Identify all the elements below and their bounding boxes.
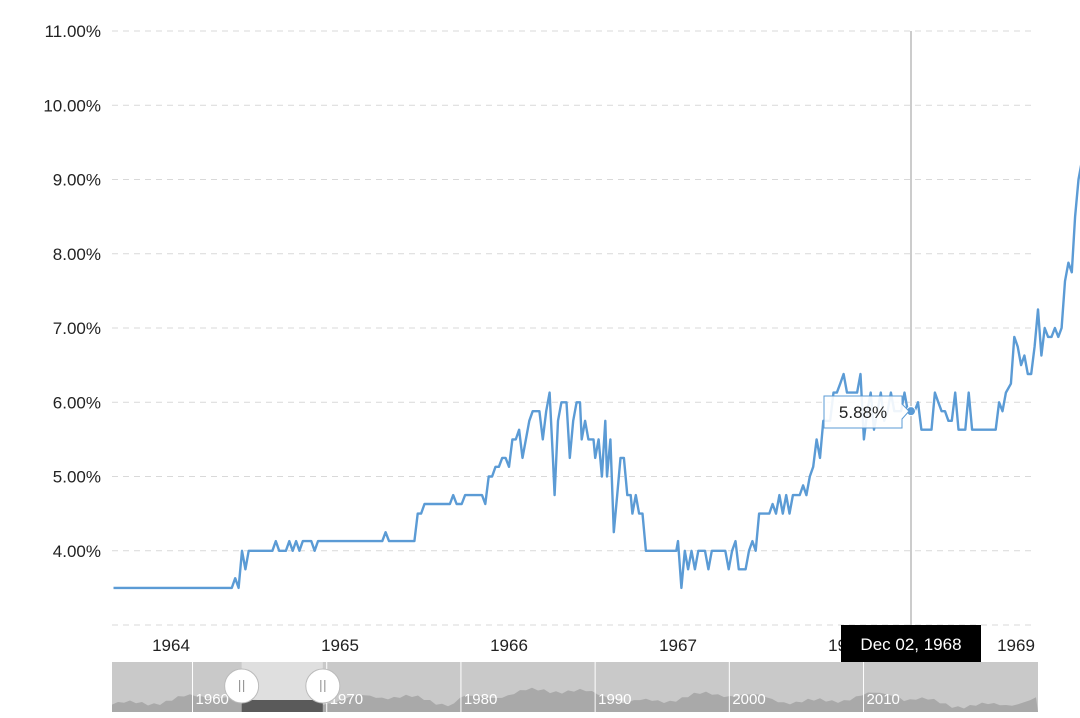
x-tick-label: 1964: [152, 636, 190, 655]
navigator-tick-label: 2000: [732, 691, 765, 708]
series-line[interactable]: [113, 68, 1080, 590]
y-tick-label: 6.00%: [53, 393, 101, 412]
x-tick-label: 1969: [997, 636, 1035, 655]
x-tick-label: 1966: [490, 636, 528, 655]
navigator-handle-right[interactable]: [305, 668, 341, 704]
y-axis: 4.00% 5.00% 6.00% 7.00% 8.00% 9.00% 10.00% 11.0…: [43, 22, 101, 561]
navigator-series-area: [112, 687, 1038, 712]
tooltip: 5.88% Dec 02, 1968: [823, 395, 981, 662]
navigator-tick-label: 1960: [196, 691, 229, 708]
y-tick-label: 7.00%: [53, 319, 101, 338]
y-tick-label: 9.00%: [53, 171, 101, 190]
navigator-handle-left[interactable]: [224, 668, 260, 704]
y-tick-label: 11.00%: [45, 22, 101, 41]
x-tick-label: 1965: [321, 636, 359, 655]
crosshair-date-box: [841, 625, 981, 662]
navigator-selected-series: [241, 700, 323, 712]
series-layer[interactable]: [113, 68, 1080, 590]
navigator-tick-label: 1990: [598, 691, 631, 708]
grid-lines: [112, 30, 1035, 626]
x-axis: 196419651966196719681969: [152, 636, 1035, 655]
navigator-tick-label: 2010: [867, 691, 900, 708]
tooltip-value: 5.88%: [839, 403, 887, 422]
y-tick-label: 10.00%: [43, 96, 101, 115]
x-tick-label: 1967: [659, 636, 697, 655]
range-navigator[interactable]: 1960 1970 1980 1990 2000 2010: [112, 662, 1038, 712]
crosshair-date-label: Dec 02, 1968: [860, 635, 961, 654]
y-tick-label: 4.00%: [53, 542, 101, 561]
y-tick-label: 8.00%: [53, 245, 101, 264]
navigator-handle-knob[interactable]: [305, 668, 341, 704]
navigator-tick-label: 1980: [464, 691, 497, 708]
tooltip-box: [823, 395, 910, 429]
navigator-handle-knob[interactable]: [224, 668, 260, 704]
y-tick-label: 5.00%: [53, 468, 101, 487]
navigator-tick-label: 1970: [330, 691, 363, 708]
